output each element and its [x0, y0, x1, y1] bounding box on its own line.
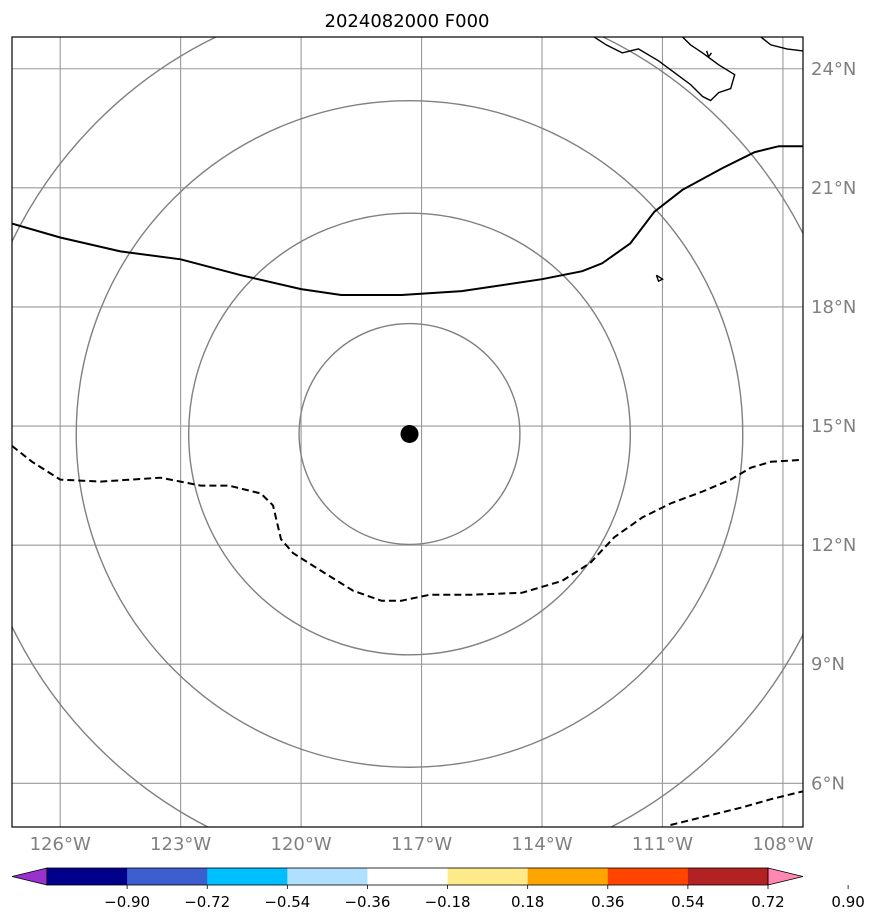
latitude-label: 15°N [811, 416, 856, 437]
colorbar: −0.90 −0.72 −0.54 −0.36 −0.18 0.18 0.36 0.54 0.7… [11, 867, 865, 911]
solid-contour [12, 145, 803, 296]
coastline [655, 274, 664, 283]
colorbar-extend-low [11, 867, 48, 886]
longitude-labels: 126°W 123°W 120°W 117°W 114°W 111°W 108°W [30, 834, 814, 855]
contours [12, 145, 803, 826]
coastline [760, 37, 803, 52]
colorbar-tick-label: −0.18 [425, 893, 471, 911]
colorbar-tick-label: −0.36 [344, 893, 390, 911]
longitude-label: 120°W [271, 834, 332, 855]
graticule [12, 37, 803, 827]
colorbar-segment [607, 868, 689, 885]
colorbar-tick-label: 0.36 [591, 893, 624, 911]
colorbar-tick-label: 0.18 [511, 893, 544, 911]
colorbar-segment [367, 868, 449, 885]
dashed-contour [670, 790, 803, 826]
colorbar-segment [447, 868, 529, 885]
colorbar-tick-label: 0.54 [671, 893, 704, 911]
storm-center [400, 424, 419, 443]
longitude-label: 126°W [30, 834, 91, 855]
longitude-label: 114°W [511, 834, 572, 855]
range-ring [187, 212, 632, 656]
colorbar-segment [207, 868, 288, 885]
colorbar-tick-label: −0.90 [104, 893, 150, 911]
colorbar-tick-label: −0.54 [264, 893, 310, 911]
range-ring [298, 322, 521, 546]
colorbar-tick-label: 0.72 [751, 893, 784, 911]
latitude-label: 21°N [811, 178, 856, 199]
longitude-label: 117°W [391, 834, 452, 855]
range-ring [75, 100, 744, 768]
map-panel: 24°N 21°N 18°N 15°N 12°N 9°N 6°N 126°W 123°W 120… [11, 36, 856, 855]
latitude-label: 6°N [811, 773, 845, 794]
figure-title: 2024082000 F000 [325, 11, 490, 32]
latitude-label: 18°N [811, 297, 856, 318]
longitude-label: 111°W [632, 834, 693, 855]
latitude-label: 9°N [811, 654, 845, 675]
colorbar-segment [47, 868, 128, 885]
latitude-label: 24°N [811, 59, 856, 80]
colorbar-segment [287, 868, 368, 885]
colorbar-extend-high [767, 867, 804, 886]
colorbar-segment [527, 868, 609, 885]
colorbar-segment [687, 868, 769, 885]
range-rings [12, 37, 803, 827]
coastlines [593, 37, 803, 283]
latitude-label: 12°N [811, 535, 856, 556]
colorbar-segment [127, 868, 208, 885]
coastline [705, 50, 713, 59]
coastline [593, 37, 736, 102]
dashed-contour [12, 445, 803, 602]
colorbar-frame [46, 867, 769, 886]
map-frame [11, 36, 804, 828]
latitude-labels: 24°N 21°N 18°N 15°N 12°N 9°N 6°N [811, 59, 856, 795]
colorbar-tick-label: −0.72 [184, 893, 230, 911]
colorbar-tick-label: 0.90 [831, 893, 864, 911]
storm-center-marker [400, 424, 419, 443]
longitude-label: 123°W [150, 834, 211, 855]
longitude-label: 108°W [752, 834, 813, 855]
